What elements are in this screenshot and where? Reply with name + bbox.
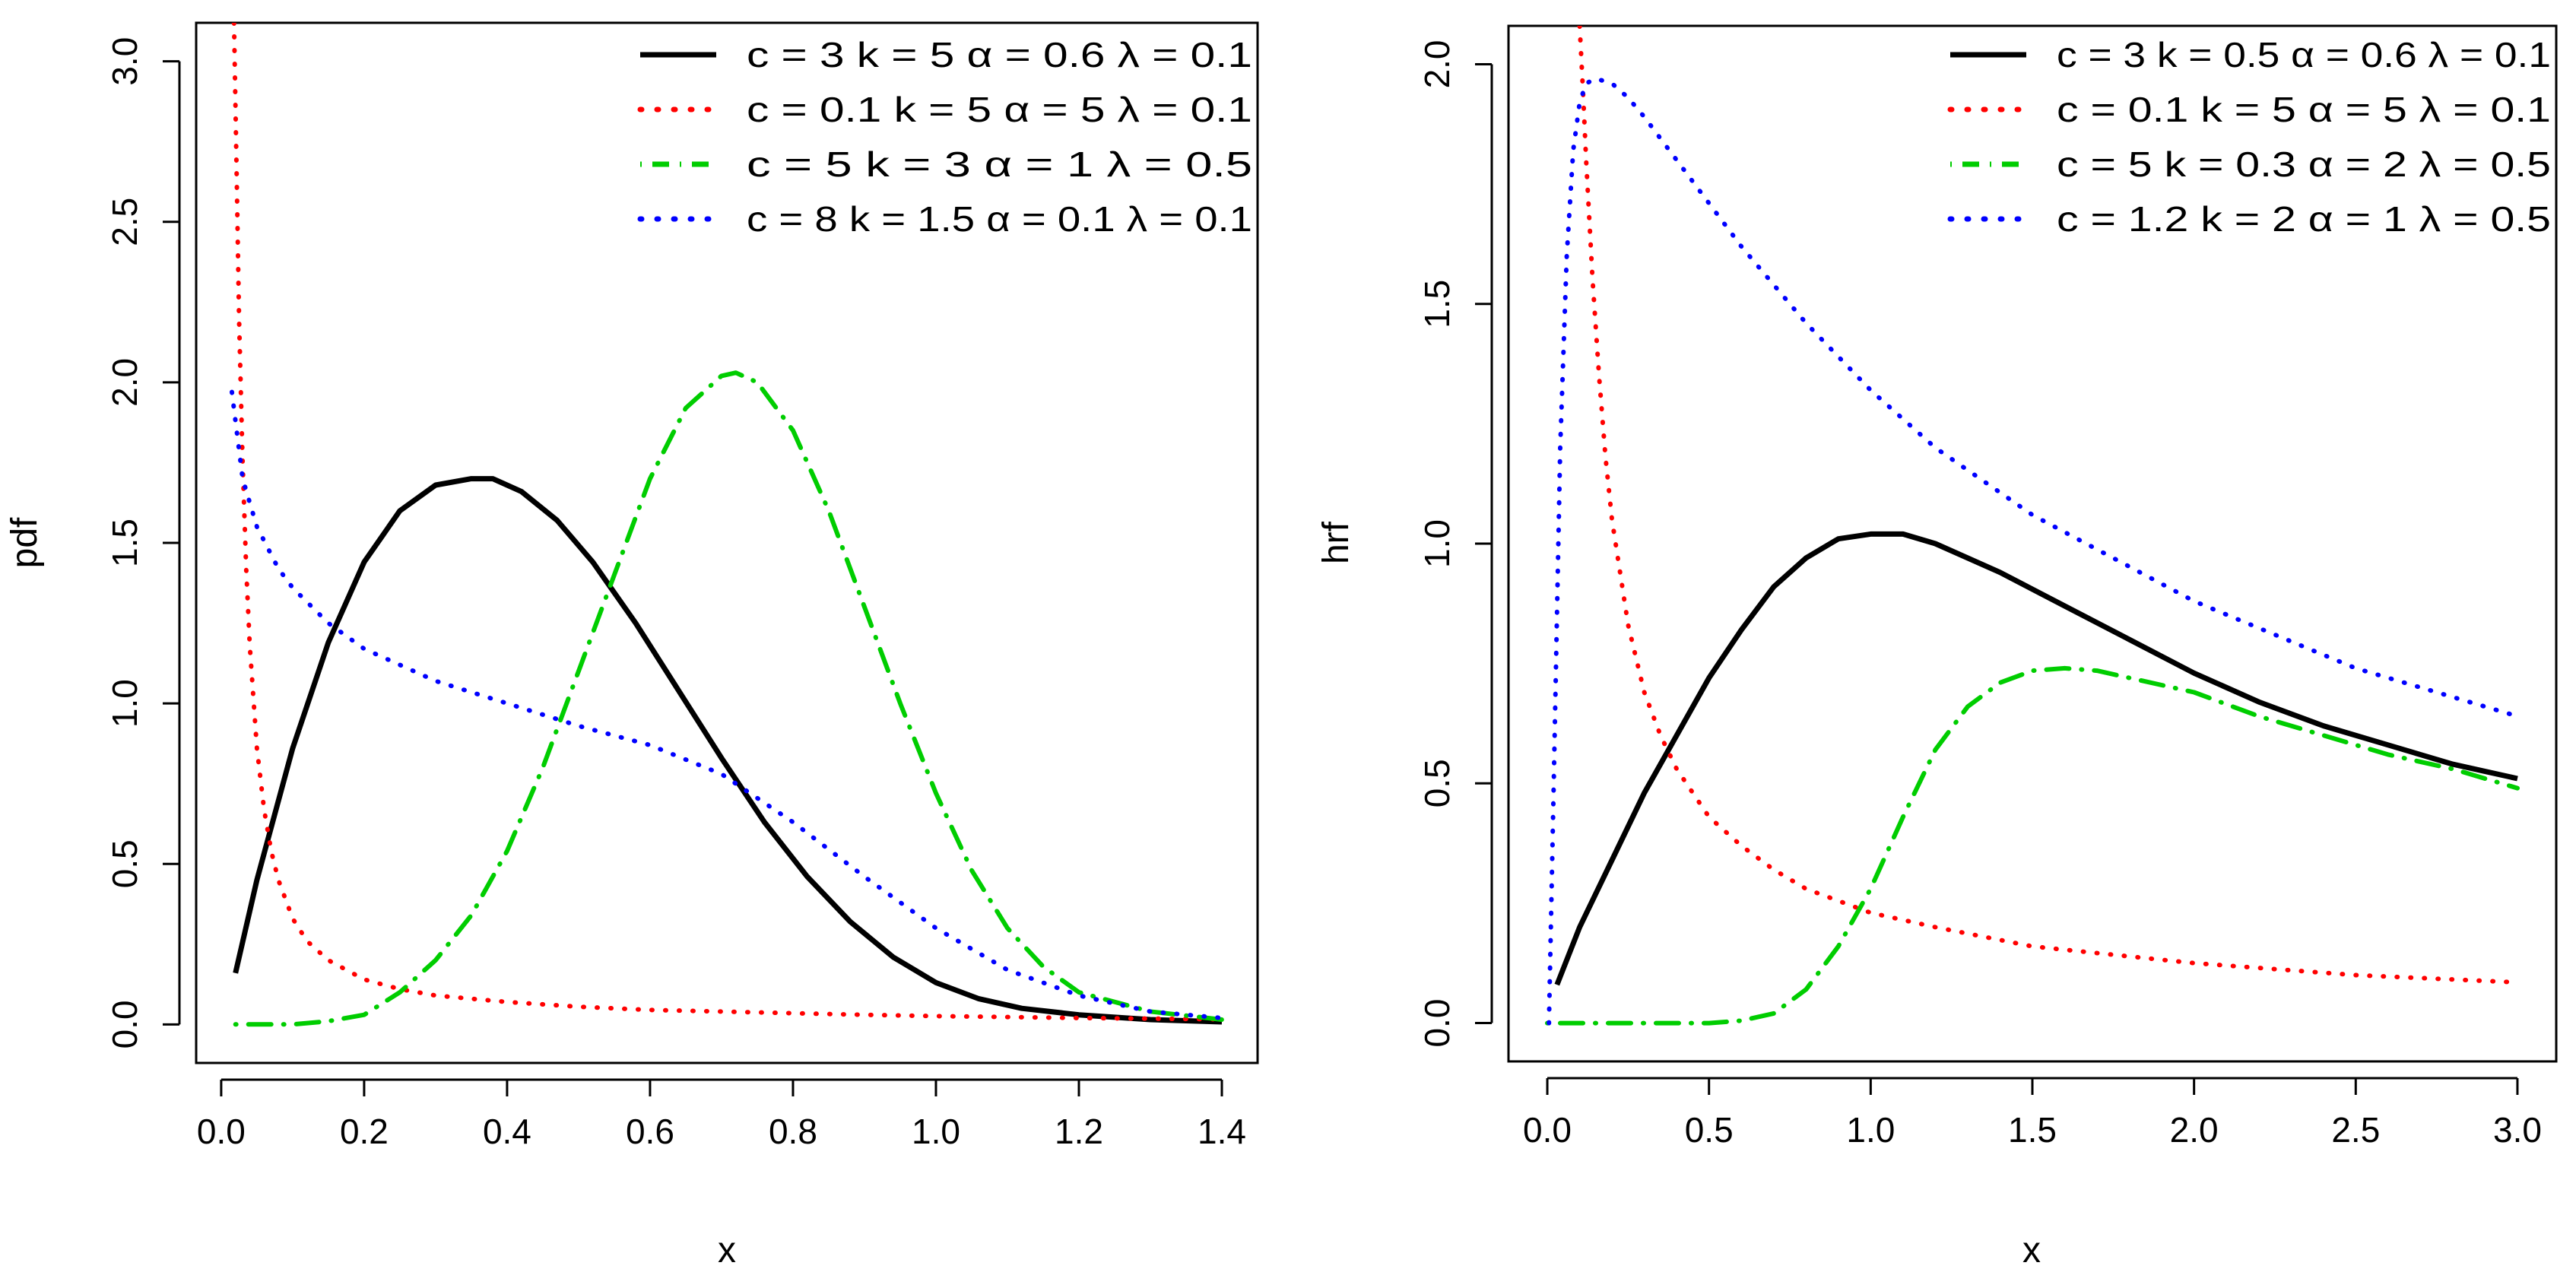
pdf-y-tick-label: 0.0 xyxy=(105,1000,144,1048)
hrf-x-tick-label: 3.0 xyxy=(2493,1110,2542,1150)
hrf-legend-label: c = 5 k = 0.3 α = 2 λ = 0.5 xyxy=(2057,144,2551,184)
pdf-x-tick-label: 0.0 xyxy=(197,1112,246,1151)
hrf-series-2-line xyxy=(1577,26,2520,985)
pdf-y-axis-title: pdf xyxy=(5,517,45,568)
pdf-series-2-line xyxy=(231,23,1224,1022)
pdf-x-axis-title: x xyxy=(718,1230,736,1271)
hrf-y-tick-label: 2.0 xyxy=(1417,40,1457,88)
hrf-x-tick-label: 1.0 xyxy=(1846,1110,1895,1150)
pdf-legend-label: c = 0.1 k = 5 α = 5 λ = 0.1 xyxy=(747,90,1252,129)
hrf-y-tick-label: 1.0 xyxy=(1417,519,1457,568)
pdf-plot-frame xyxy=(195,21,1259,1064)
hrf-panel: hrf x 0.0 0.5 1.0 1.5 2.0 2.5 3.0 0.0 0.5 1.0 1.5 2… xyxy=(1316,24,2558,1271)
hrf-series-1-line xyxy=(1554,531,2518,986)
pdf-x-tick-label: 0.6 xyxy=(626,1112,674,1151)
pdf-y-tick-label: 2.0 xyxy=(105,358,144,407)
pdf-legend-label: c = 5 k = 3 α = 1 λ = 0.5 xyxy=(747,144,1252,184)
pdf-y-tick-label: 1.5 xyxy=(105,519,144,567)
hrf-x-axis-title: x xyxy=(2022,1230,2041,1271)
hrf-x-tick-label: 0.5 xyxy=(1685,1110,1734,1150)
hrf-legend-label: c = 3 k = 0.5 α = 0.6 λ = 0.1 xyxy=(2057,35,2551,75)
hrf-y-tick-label: 0.5 xyxy=(1417,759,1457,807)
hrf-y-tick-label: 1.5 xyxy=(1417,280,1457,328)
hrf-legend-label: c = 1.2 k = 2 α = 1 λ = 0.5 xyxy=(2057,199,2551,239)
hrf-legend: c = 3 k = 0.5 α = 0.6 λ = 0.1 c = 0.1 k =… xyxy=(1947,35,2551,239)
hrf-x-tick-label: 2.0 xyxy=(2170,1110,2219,1150)
pdf-legend-label: c = 3 k = 5 α = 0.6 λ = 0.1 xyxy=(747,35,1252,75)
hrf-x-tick-label: 2.5 xyxy=(2331,1110,2380,1150)
hrf-x-tick-label: 1.5 xyxy=(2008,1110,2057,1150)
pdf-series-1-line xyxy=(233,476,1223,1025)
pdf-legend: c = 3 k = 5 α = 0.6 λ = 0.1 c = 0.1 k = 5… xyxy=(637,35,1252,239)
pdf-y-tick-label: 2.5 xyxy=(105,198,144,246)
pdf-x-tick-label: 1.4 xyxy=(1198,1112,1246,1151)
hrf-series-3-line xyxy=(1545,665,2520,1026)
hrf-x-tick-label: 0.0 xyxy=(1523,1110,1572,1150)
pdf-x-tick-label: 1.2 xyxy=(1055,1112,1103,1151)
pdf-x-tick-label: 0.2 xyxy=(340,1112,389,1151)
hrf-plot-frame xyxy=(1507,24,2558,1063)
pdf-y-tick-label: 0.5 xyxy=(105,839,144,888)
hrf-y-tick-label: 0.0 xyxy=(1417,999,1457,1048)
pdf-y-tick-label: 1.0 xyxy=(105,679,144,728)
hrf-y-axis-title: hrf xyxy=(1316,521,1356,564)
pdf-x-tick-label: 0.4 xyxy=(483,1112,531,1151)
hrf-legend-label: c = 0.1 k = 5 α = 5 λ = 0.1 xyxy=(2057,90,2551,129)
pdf-x-tick-label: 1.0 xyxy=(912,1112,960,1151)
pdf-panel: pdf x 0.0 0.2 0.4 0.6 0.8 1.0 1.2 1.4 0.0 0.5 1.0 1… xyxy=(5,21,1259,1271)
pdf-series-3-line xyxy=(233,370,1224,1027)
pdf-legend-label: c = 8 k = 1.5 α = 0.1 λ = 0.1 xyxy=(747,199,1252,239)
pdf-series-4-line xyxy=(230,389,1224,1020)
pdf-y-tick-label: 3.0 xyxy=(105,37,144,86)
pdf-x-tick-label: 0.8 xyxy=(769,1112,817,1151)
